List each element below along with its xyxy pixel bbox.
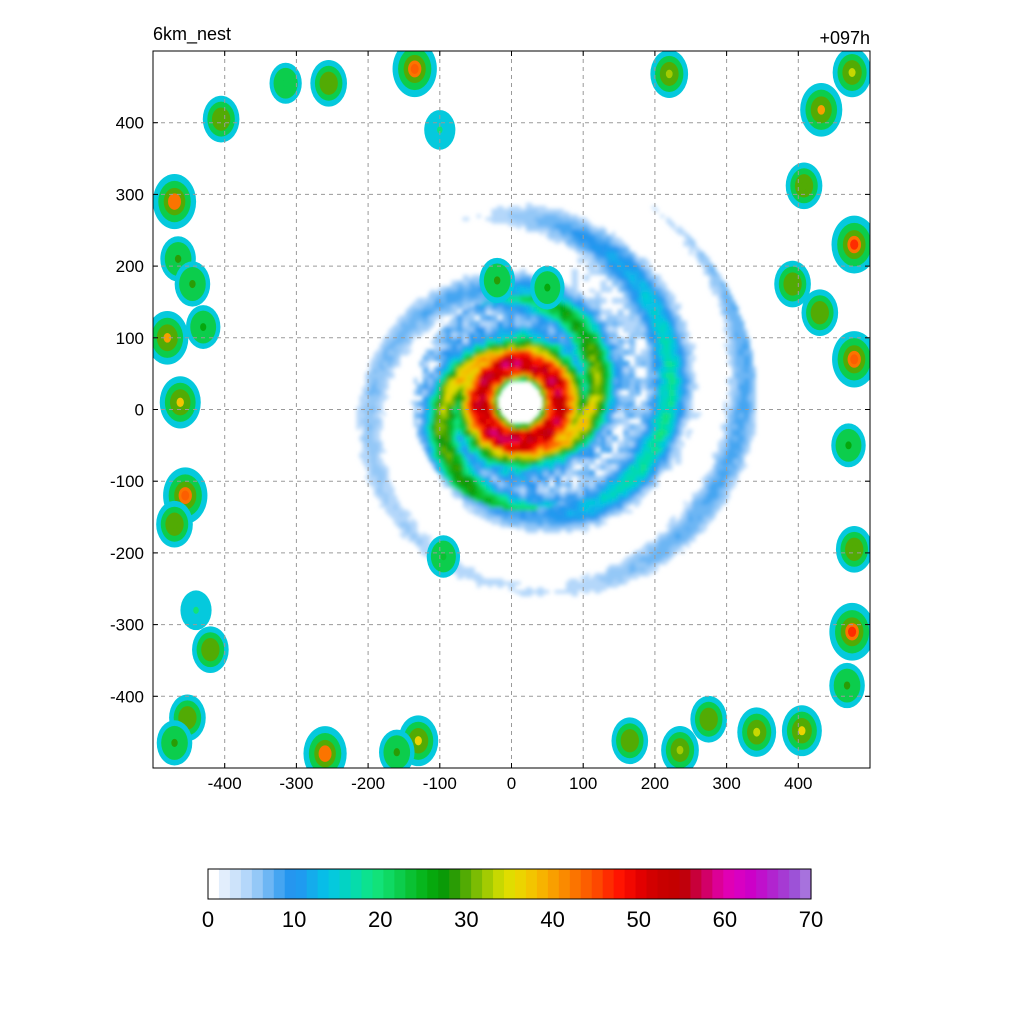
colorbar-swatch xyxy=(701,869,713,899)
y-tick-label: 400 xyxy=(116,114,144,133)
colorbar-swatch xyxy=(350,869,363,899)
colorbar-swatch xyxy=(690,869,702,899)
colorbar-frame xyxy=(207,868,812,900)
colorbar-swatch xyxy=(602,869,615,899)
colorbar-swatch xyxy=(734,869,746,899)
colorbar-swatch xyxy=(284,869,297,899)
x-tick-label: -400 xyxy=(208,774,242,793)
colorbar-swatch xyxy=(339,869,352,899)
colorbar-swatch xyxy=(240,869,253,899)
colorbar-tick-label: 0 xyxy=(202,907,214,932)
colorbar-swatch xyxy=(273,869,286,899)
colorbar-swatch xyxy=(514,869,527,899)
colorbar-swatch xyxy=(229,869,242,899)
colorbar-swatch xyxy=(493,869,505,899)
colorbar-tick-label: 70 xyxy=(799,907,823,932)
colorbar: 0 10 20 30 40 50 60 70 xyxy=(202,868,823,932)
colorbar-swatch xyxy=(712,869,724,899)
x-tick-label: 200 xyxy=(641,774,669,793)
colorbar-tick-label: 50 xyxy=(626,907,650,932)
colorbar-tick-label: 40 xyxy=(540,907,564,932)
x-tick-label: 0 xyxy=(507,774,516,793)
colorbar-swatch xyxy=(723,869,735,899)
colorbar-swatch xyxy=(328,869,341,899)
colorbar-swatch xyxy=(679,869,691,899)
colorbar-swatch xyxy=(262,869,275,899)
colorbar-swatch xyxy=(613,869,626,899)
colorbar-swatch xyxy=(482,869,494,899)
grid-lines xyxy=(153,51,870,768)
y-tick-label: 0 xyxy=(135,401,144,420)
x-tick-label: -100 xyxy=(423,774,457,793)
reflectivity-field xyxy=(153,51,870,768)
y-tick-label: -100 xyxy=(110,472,144,491)
colorbar-swatch xyxy=(624,869,637,899)
colorbar-swatch xyxy=(580,869,593,899)
colorbar-swatch xyxy=(449,869,461,899)
y-tick-label: 200 xyxy=(116,257,144,276)
y-tick-label: -200 xyxy=(110,544,144,563)
colorbar-swatch xyxy=(405,869,417,899)
colorbar-swatch xyxy=(317,869,330,899)
y-tick-label: -400 xyxy=(110,687,144,706)
colorbar-swatch xyxy=(646,869,659,899)
title-right: +097h xyxy=(819,28,870,48)
colorbar-swatch xyxy=(394,869,406,899)
colorbar-swatch xyxy=(789,869,801,899)
colorbar-swatch xyxy=(427,869,439,899)
y-tick-label: -300 xyxy=(110,616,144,635)
colorbar-swatch xyxy=(657,869,670,899)
colorbar-swatch xyxy=(536,869,549,899)
x-tick-label: 100 xyxy=(569,774,597,793)
colorbar-swatch xyxy=(438,869,450,899)
colorbar-swatch xyxy=(558,869,571,899)
colorbar-swatch xyxy=(756,869,768,899)
colorbar-swatch xyxy=(416,869,428,899)
colorbar-swatch xyxy=(218,869,231,899)
colorbar-swatch xyxy=(361,869,374,899)
colorbar-swatch xyxy=(251,869,264,899)
colorbar-tick-label: 60 xyxy=(713,907,737,932)
convective-cells xyxy=(153,51,870,768)
colorbar-tick-label: 20 xyxy=(368,907,392,932)
colorbar-tick-label: 10 xyxy=(282,907,306,932)
colorbar-swatch xyxy=(668,869,681,899)
colorbar-swatch xyxy=(471,869,483,899)
colorbar-swatch xyxy=(208,869,220,899)
y-tick-label: 100 xyxy=(116,329,144,348)
x-tick-label: -300 xyxy=(279,774,313,793)
colorbar-swatch xyxy=(460,869,472,899)
axis-ticks: -400 -300 -200 -100 0 100 200 300 400 -400 -300 -20… xyxy=(110,51,870,793)
x-tick-label: 300 xyxy=(712,774,740,793)
title-left: 6km_nest xyxy=(153,24,231,45)
colorbar-swatch xyxy=(372,869,385,899)
colorbar-swatch xyxy=(767,869,779,899)
colorbar-swatch xyxy=(569,869,582,899)
colorbar-swatch xyxy=(778,869,790,899)
colorbar-swatch xyxy=(635,869,648,899)
colorbar-swatch xyxy=(745,869,757,899)
colorbar-swatch xyxy=(800,869,812,899)
colorbar-swatch xyxy=(525,869,538,899)
x-tick-label: 400 xyxy=(784,774,812,793)
colorbar-swatch xyxy=(591,869,604,899)
colorbar-swatch xyxy=(547,869,560,899)
colorbar-swatch xyxy=(295,869,308,899)
colorbar-swatch xyxy=(504,869,516,899)
x-tick-label: -200 xyxy=(351,774,385,793)
colorbar-swatch xyxy=(383,869,395,899)
colorbar-tick-label: 30 xyxy=(454,907,478,932)
y-tick-label: 300 xyxy=(116,185,144,204)
colorbar-swatch xyxy=(306,869,319,899)
